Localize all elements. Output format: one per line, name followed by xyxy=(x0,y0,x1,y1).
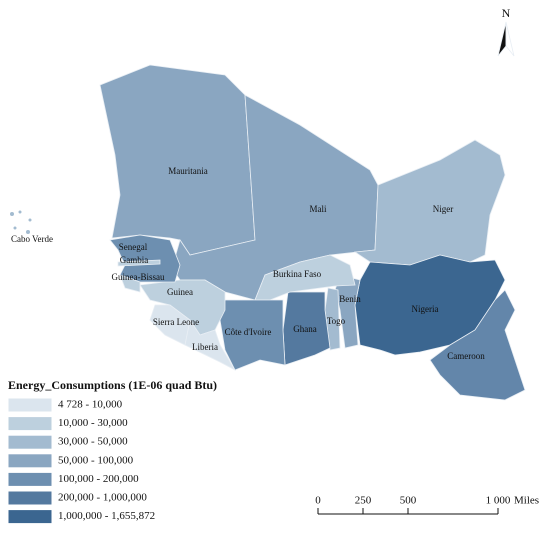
country-label: Cabo Verde xyxy=(11,234,53,244)
gambia-shape xyxy=(117,259,161,267)
legend-swatch xyxy=(7,509,53,525)
country-label: Côte d'Ivoire xyxy=(225,327,272,337)
island xyxy=(26,230,30,234)
cabo-verde-islands xyxy=(10,210,32,234)
north-label: N xyxy=(502,6,511,20)
north-arrow: N xyxy=(497,6,515,57)
mauritania-shape xyxy=(99,64,256,256)
legend-swatch xyxy=(7,397,53,413)
island xyxy=(28,218,32,222)
island xyxy=(13,226,17,230)
country-label: Mali xyxy=(310,204,327,214)
north-arrow-left xyxy=(497,21,507,57)
country-label: Nigeria xyxy=(412,304,439,314)
scale-tick-label: 0 xyxy=(315,495,321,507)
legend-label: 50,000 - 100,000 xyxy=(58,454,134,466)
country-label: Togo xyxy=(327,316,346,326)
legend-label: 1,000,000 - 1,655,872 xyxy=(58,510,155,522)
legend-label: 30,000 - 50,000 xyxy=(58,436,128,448)
country-label: Mauritania xyxy=(168,166,208,176)
legend-label: 4 728 - 10,000 xyxy=(58,399,123,411)
scale-bar: 0 250 500 1 000 Miles xyxy=(315,495,539,515)
senegal-shape xyxy=(109,234,181,283)
legend-swatch xyxy=(7,416,53,432)
country-shapes xyxy=(10,64,526,401)
legend-title: Energy_Consumptions (1E-06 quad Btu) xyxy=(8,378,217,392)
country-label: Guinea-Bissau xyxy=(112,272,165,282)
country-label: Senegal xyxy=(119,242,148,252)
island xyxy=(18,210,22,214)
island xyxy=(10,212,14,216)
country-label: Ghana xyxy=(293,324,317,334)
legend-swatch xyxy=(7,434,53,450)
legend-label: 200,000 - 1,000,000 xyxy=(58,492,147,504)
country-label: Guinea xyxy=(167,287,193,297)
niger-shape xyxy=(353,139,506,266)
country-label: Niger xyxy=(433,204,454,214)
legend-swatch xyxy=(7,453,53,469)
scale-unit: Miles xyxy=(514,495,539,507)
country-label: Cameroon xyxy=(447,351,485,361)
cote-divoire-shape xyxy=(219,299,286,371)
togo-shape xyxy=(324,287,341,351)
country-labels: Mauritania Mali Niger Senegal Gambia Guinea-B… xyxy=(11,166,485,361)
country-label: Benin xyxy=(339,294,361,304)
country-label: Liberia xyxy=(192,342,218,352)
legend-swatch xyxy=(7,471,53,487)
scale-tick-label: 250 xyxy=(355,495,372,507)
cameroon-shape xyxy=(429,289,526,401)
guinea-bissau-shape xyxy=(119,274,141,293)
country-label: Burkina Faso xyxy=(273,269,322,279)
legend-label: 10,000 - 30,000 xyxy=(58,417,128,429)
legend-label: 100,000 - 200,000 xyxy=(58,473,139,485)
country-label: Sierra Leone xyxy=(153,317,199,327)
scale-tick-label: 500 xyxy=(400,495,417,507)
liberia-shape xyxy=(184,318,237,372)
north-arrow-right xyxy=(505,21,515,57)
legend-swatch xyxy=(7,490,53,506)
country-label: Gambia xyxy=(120,255,149,265)
scale-tick-label: 1 000 xyxy=(486,495,511,507)
legend: 4 728 - 10,000 10,000 - 30,000 30,000 - 50… xyxy=(7,397,155,525)
